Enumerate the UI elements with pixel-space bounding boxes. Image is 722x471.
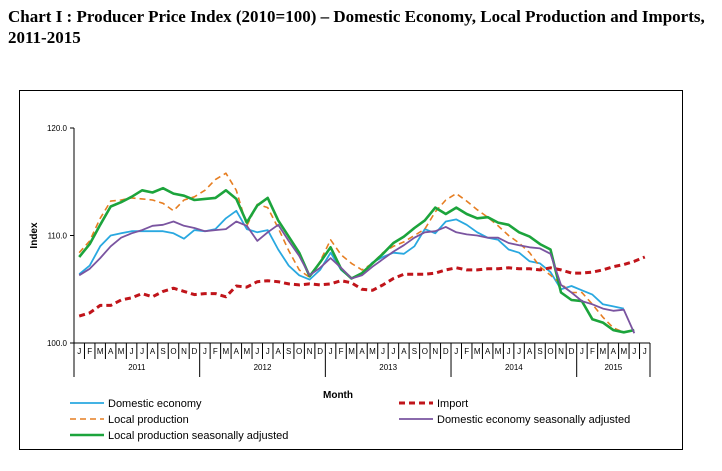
x-tick-label: F: [590, 347, 595, 356]
x-tick-label: N: [307, 347, 313, 356]
x-tick-label: A: [234, 347, 240, 356]
year-label: 2015: [604, 363, 622, 372]
x-tick-label: D: [443, 347, 449, 356]
chart-frame: [19, 90, 683, 450]
legend: Domestic economy Import Local production Do…: [70, 398, 630, 442]
x-tick-label: O: [296, 347, 302, 356]
x-tick-label: J: [266, 347, 270, 356]
x-tick-label: J: [255, 347, 259, 356]
y-axis-label: Index: [29, 222, 40, 249]
x-tick-label: M: [474, 347, 481, 356]
x-tick-label: M: [495, 347, 502, 356]
x-tick-label: J: [507, 347, 511, 356]
x-tick-label: J: [140, 347, 144, 356]
x-tick-label: M: [369, 347, 376, 356]
x-tick-label: M: [97, 347, 104, 356]
x-tick-label: N: [432, 347, 438, 356]
x-tick-label: A: [359, 347, 365, 356]
legend-label: Domestic economy seasonally adjusted: [437, 414, 630, 426]
x-tick-label: J: [391, 347, 395, 356]
x-tick-label: S: [286, 347, 291, 356]
x-tick-label: J: [381, 347, 385, 356]
year-label: 2014: [505, 363, 523, 372]
x-tick-label: N: [558, 347, 564, 356]
x-tick-label: A: [276, 347, 282, 356]
x-tick-label: M: [348, 347, 355, 356]
x-tick-label: J: [517, 347, 521, 356]
x-tick-label: M: [600, 347, 607, 356]
x-tick-label: D: [569, 347, 575, 356]
x-tick-label: A: [108, 347, 114, 356]
legend-label: Import: [437, 398, 468, 410]
x-tick-label: J: [77, 347, 81, 356]
series-line-domestic-economy-seasonally-adjusted: [78, 220, 636, 334]
x-axis-label: Month: [323, 390, 353, 401]
x-tick-label: F: [87, 347, 92, 356]
y-tick-label: 110.0: [48, 232, 68, 241]
x-tick-label: J: [203, 347, 207, 356]
x-tick-label: J: [632, 347, 636, 356]
series-line-local-production: [78, 172, 625, 334]
x-tick-label: J: [454, 347, 458, 356]
legend-label: Local production: [108, 414, 189, 426]
x-tick-label: F: [464, 347, 469, 356]
x-tick-label: A: [485, 347, 491, 356]
x-tick-label: S: [160, 347, 165, 356]
chart-title: Chart I : Producer Price Index (2010=100…: [8, 7, 705, 47]
x-tick-label: O: [547, 347, 553, 356]
y-tick-label: 100.0: [47, 339, 68, 348]
x-tick-label: F: [213, 347, 218, 356]
x-tick-label: J: [329, 347, 333, 356]
x-tick-label: F: [339, 347, 344, 356]
x-tick-label: M: [620, 347, 627, 356]
series-line-local-production-seasonally-adjusted: [78, 186, 635, 334]
x-tick-label: M: [243, 347, 250, 356]
x-tick-label: A: [150, 347, 156, 356]
series-group: [78, 172, 646, 334]
x-tick-label: N: [181, 347, 187, 356]
x-tick-label: J: [130, 347, 134, 356]
x-tick-label: A: [401, 347, 407, 356]
x-tick-label: J: [580, 347, 584, 356]
x-tick-label: A: [611, 347, 617, 356]
x-tick-label: M: [223, 347, 230, 356]
year-label: 2011: [128, 363, 146, 372]
series-line-import: [78, 255, 646, 318]
legend-label: Domestic economy: [108, 398, 202, 410]
x-tick-label: J: [643, 347, 647, 356]
x-tick-label: O: [422, 347, 428, 356]
x-tick-label: S: [412, 347, 417, 356]
x-tick-label: S: [537, 347, 542, 356]
year-label: 2013: [379, 363, 397, 372]
year-label: 2012: [254, 363, 272, 372]
x-tick-label: O: [170, 347, 176, 356]
legend-label: Local production seasonally adjusted: [108, 430, 288, 442]
x-tick-label: M: [118, 347, 125, 356]
x-tick-label: D: [192, 347, 198, 356]
y-tick-label: 120.0: [47, 124, 68, 133]
x-tick-label: A: [527, 347, 533, 356]
x-tick-label: D: [317, 347, 323, 356]
